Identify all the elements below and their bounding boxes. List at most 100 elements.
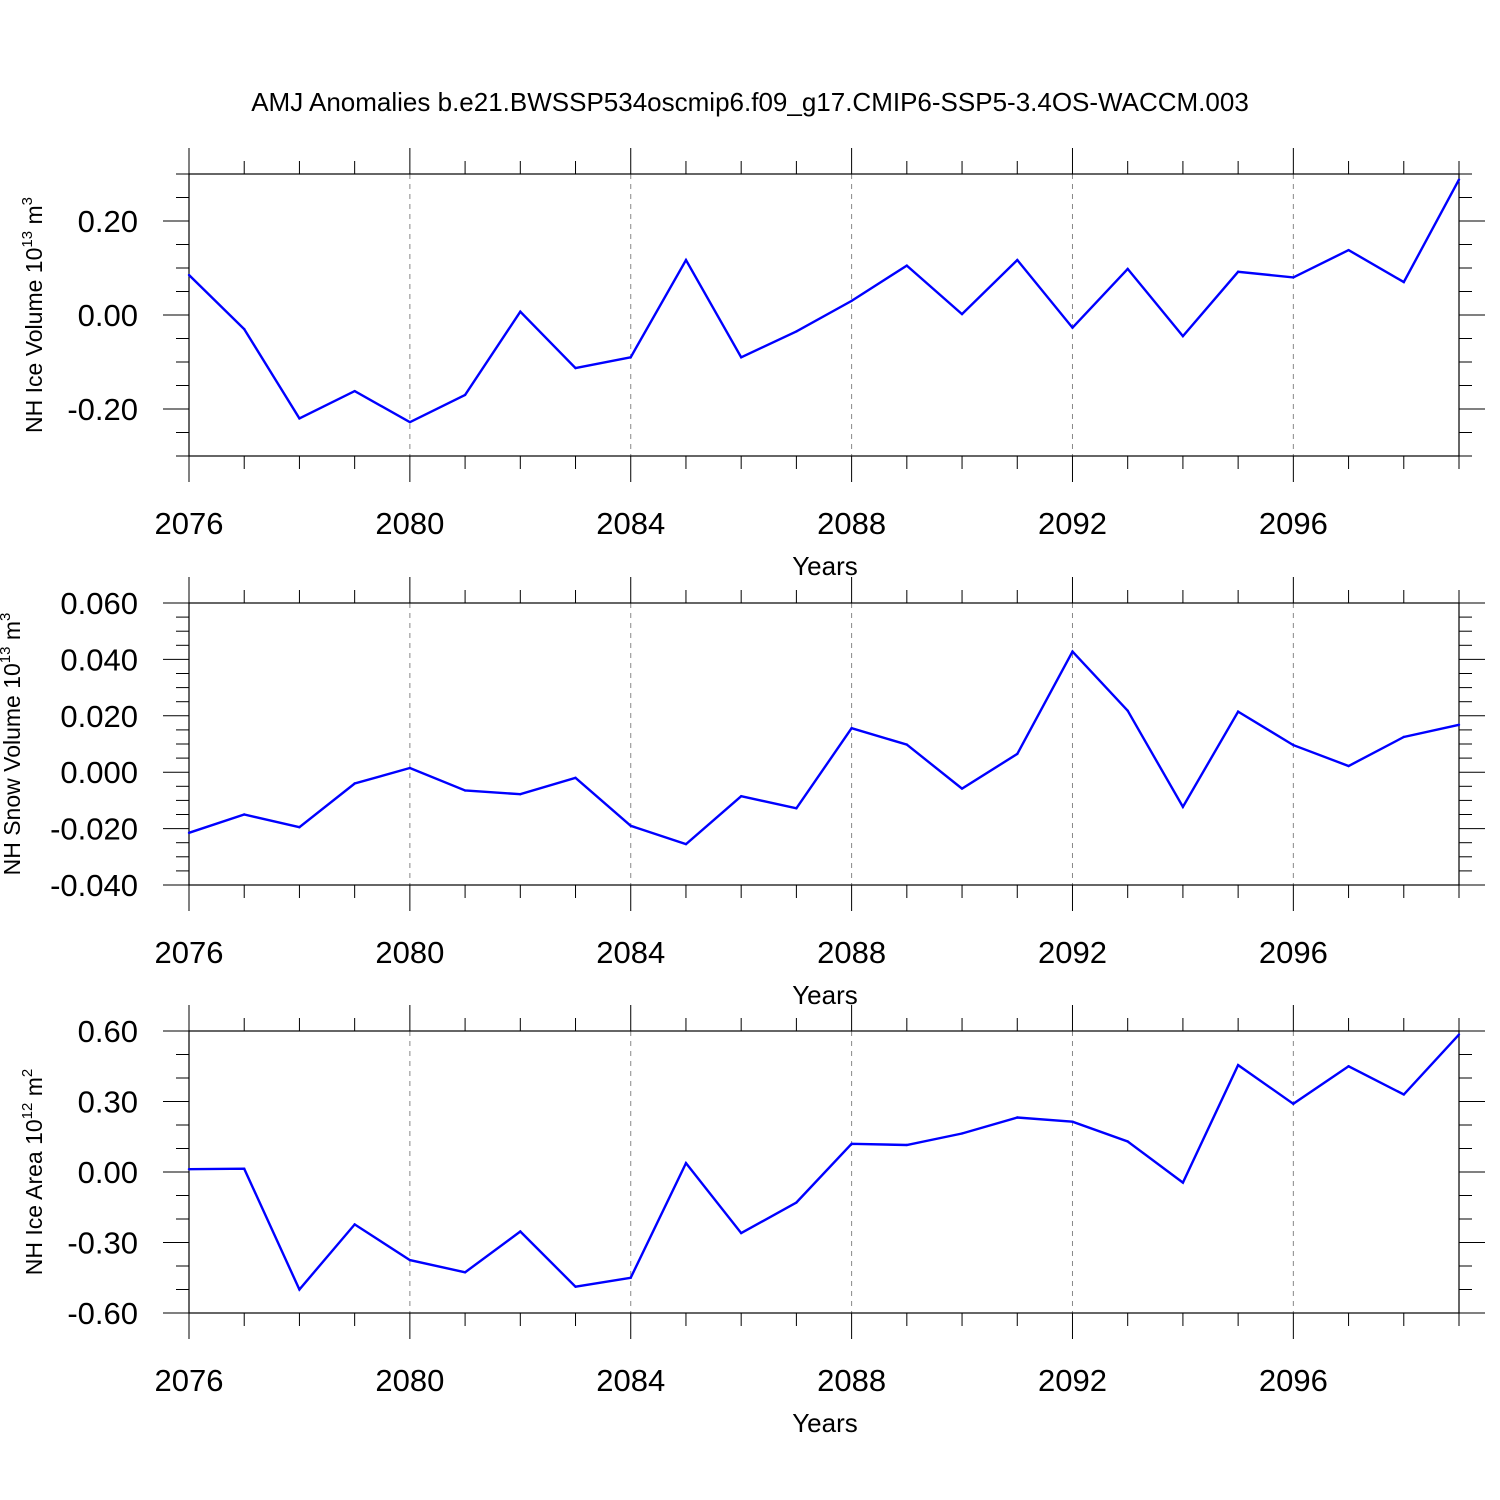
data-point — [629, 356, 632, 359]
x-tick-label: 2076 — [155, 1363, 224, 1398]
x-tick-label: 2080 — [375, 935, 444, 970]
data-point — [739, 356, 743, 359]
data-point — [850, 1142, 853, 1146]
data-point — [1071, 326, 1074, 329]
data-point — [519, 1230, 522, 1233]
data-point — [1457, 1033, 1461, 1036]
data-point — [684, 258, 688, 262]
data-point — [1016, 1116, 1019, 1119]
data-point — [519, 792, 522, 796]
data-point — [629, 824, 632, 827]
x-tick-label: 2096 — [1259, 1363, 1328, 1398]
data-point — [463, 393, 467, 397]
data-point — [1347, 248, 1350, 252]
data-point — [408, 420, 412, 424]
data-point — [353, 389, 356, 393]
y-axis-label: NH Ice Area 1012 m2 — [19, 1069, 47, 1276]
x-axis-label: Years — [792, 1408, 858, 1438]
data-point — [408, 766, 412, 770]
data-point — [795, 330, 798, 333]
data-point — [574, 366, 577, 370]
series-line — [188, 179, 1461, 424]
data-point — [960, 312, 964, 316]
data-point — [353, 782, 356, 785]
x-tick-label: 2096 — [1259, 935, 1328, 970]
data-point — [1071, 650, 1074, 653]
panel-3: 2076 2080 2084 2088 2092 2096 Years -0.60 -0.30 0… — [19, 1005, 1485, 1438]
data-point — [1016, 258, 1019, 262]
data-point — [1236, 1063, 1240, 1067]
x-tick-label: 2080 — [375, 506, 444, 541]
x-tick-label: 2084 — [596, 935, 665, 970]
data-point — [1292, 1102, 1295, 1106]
data-point — [298, 1288, 301, 1291]
data-point — [905, 264, 909, 267]
data-point — [243, 813, 246, 816]
x-tick-label: 2084 — [596, 1363, 665, 1398]
series-line — [188, 649, 1460, 846]
data-point — [1071, 1120, 1074, 1123]
y-tick-label: 0.30 — [78, 1085, 138, 1120]
y-tick-label: 0.040 — [60, 642, 138, 677]
data-point — [1181, 334, 1185, 338]
y-tick-label: 0.00 — [78, 298, 138, 333]
x-tick-label: 2092 — [1038, 506, 1107, 541]
data-point — [1236, 270, 1240, 273]
data-point — [1347, 764, 1350, 768]
y-tick-label: 0.60 — [78, 1014, 138, 1049]
panel-2: 2076 2080 2084 2088 2092 2096 Years -0.040 -0.02… — [0, 577, 1485, 1010]
x-tick-label: 2088 — [817, 1363, 886, 1398]
data-point — [1457, 178, 1461, 181]
y-tick-label: -0.30 — [67, 1226, 138, 1261]
data-point — [519, 310, 522, 313]
data-point — [739, 1231, 743, 1235]
data-point — [298, 417, 301, 420]
y-tick-label: 0.00 — [78, 1155, 138, 1190]
y-tick-label: -0.60 — [67, 1296, 138, 1331]
data-point — [1402, 735, 1405, 739]
data-point — [1402, 1093, 1405, 1096]
data-point — [574, 1285, 577, 1288]
data-point — [629, 1276, 632, 1279]
series-line — [188, 1033, 1460, 1292]
y-tick-label: 0.060 — [60, 586, 138, 621]
x-tick-label: 2084 — [596, 506, 665, 541]
x-tick-label: 2096 — [1259, 506, 1328, 541]
y-tick-label: 0.20 — [78, 204, 138, 239]
data-point — [187, 831, 191, 835]
data-point — [795, 1201, 798, 1204]
data-point — [684, 842, 688, 846]
data-point — [905, 743, 909, 746]
data-point — [739, 794, 743, 798]
x-axis-label: Years — [792, 980, 858, 1010]
x-tick-label: 2092 — [1038, 1363, 1107, 1398]
y-tick-label: -0.020 — [50, 812, 138, 847]
data-point — [1016, 752, 1019, 756]
x-axis-label: Years — [792, 551, 858, 581]
data-point — [463, 789, 467, 792]
y-axis-label: NH Snow Volume 1013 m3 — [0, 613, 25, 876]
data-point — [1347, 1065, 1350, 1068]
x-tick-label: 2088 — [817, 506, 886, 541]
data-point — [1236, 710, 1240, 713]
x-tick-label: 2080 — [375, 1363, 444, 1398]
data-point — [1292, 276, 1295, 279]
figure-title: AMJ Anomalies b.e21.BWSSP534oscmip6.f09_… — [251, 87, 1249, 117]
panels: 2076 2080 2084 2088 2092 2096 Years -0.20 0.00 0.… — [0, 148, 1485, 1438]
data-point — [850, 299, 853, 303]
data-point — [850, 727, 853, 730]
data-point — [1181, 1181, 1185, 1184]
data-point — [1126, 1140, 1129, 1143]
data-point — [574, 776, 577, 780]
panel-1: 2076 2080 2084 2088 2092 2096 Years -0.20 0.00 0.… — [19, 148, 1485, 581]
data-point — [243, 1167, 246, 1170]
y-tick-label: 0.020 — [60, 699, 138, 734]
data-point — [1457, 723, 1461, 727]
data-point — [298, 825, 301, 829]
data-point — [243, 327, 246, 331]
data-point — [1126, 267, 1129, 271]
data-point — [463, 1271, 467, 1274]
y-tick-label: -0.20 — [67, 392, 138, 427]
